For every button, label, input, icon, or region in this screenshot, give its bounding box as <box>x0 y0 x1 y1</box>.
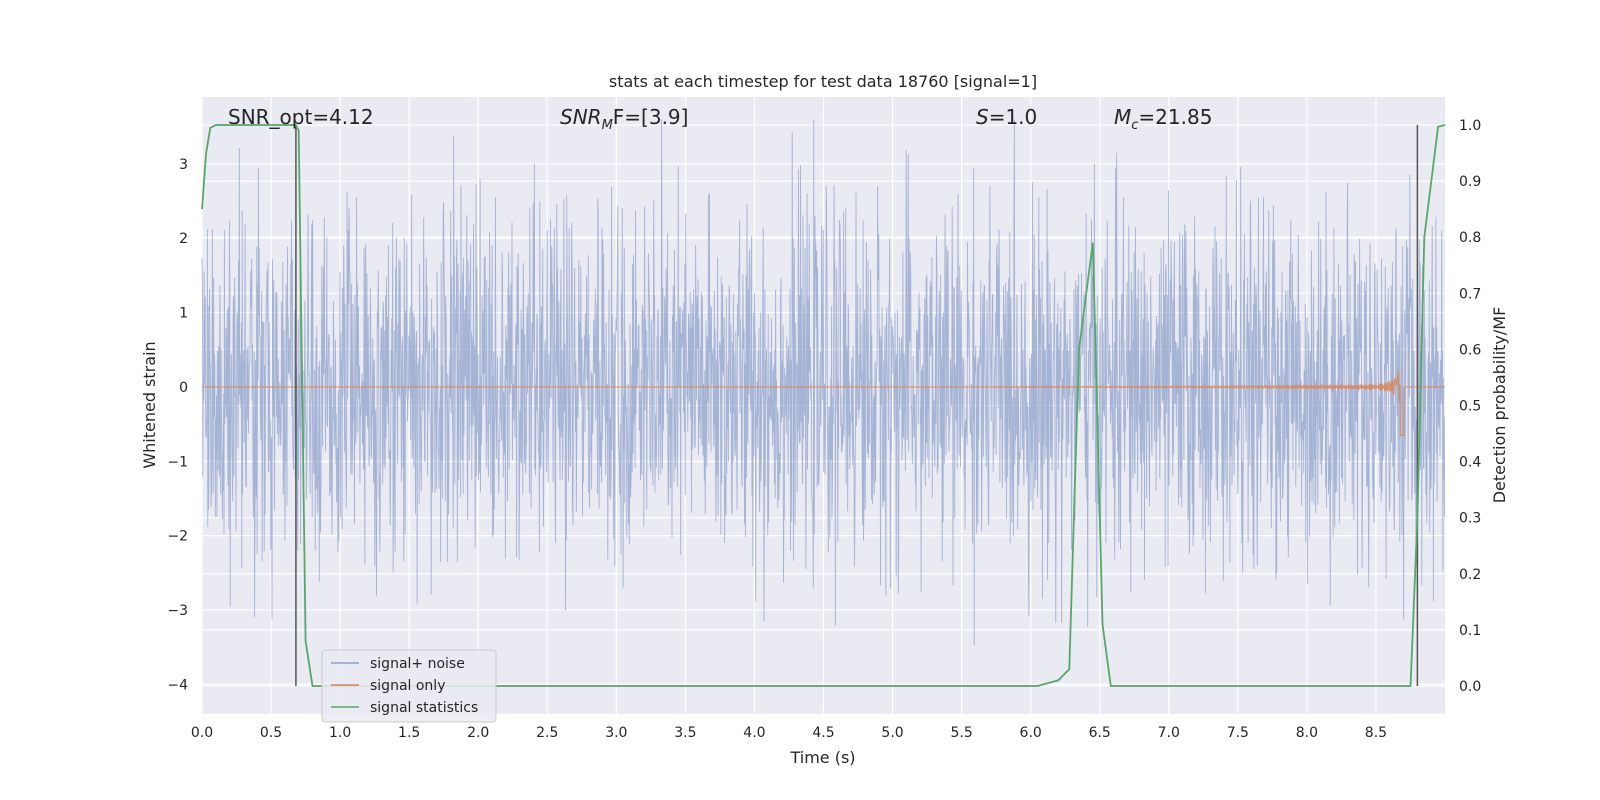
series-signal-only <box>202 369 1445 436</box>
annotation-snr-opt: SNR_opt=4.12 <box>228 105 374 129</box>
y-axis-label-right: Detection probability/MF <box>1490 307 1509 504</box>
x-tick-label: 7.5 <box>1227 725 1249 741</box>
y-left-tick-label: −4 <box>167 677 188 693</box>
x-tick-label: 3.5 <box>674 725 696 741</box>
annotation-mc: Mc=21.85 <box>1114 105 1212 133</box>
y-left-tick-label: 1 <box>179 306 188 322</box>
annotation-mc-base: M <box>1114 105 1131 129</box>
x-tick-label: 6.0 <box>1020 725 1042 741</box>
annotation-snr-mf-sub: M <box>602 118 613 133</box>
y-right-tick-label: 0.8 <box>1459 230 1481 246</box>
y-left-tick-label: 0 <box>179 380 188 396</box>
y-left-tick-labels: 3 2 1 0 −1 −2 −3 −4 <box>167 157 188 693</box>
y-left-tick-label: −2 <box>167 529 188 545</box>
series-signal-statistics <box>201 124 1446 687</box>
y-right-tick-label: 0.7 <box>1459 286 1481 302</box>
legend-label-signal-noise: signal+ noise <box>370 656 465 672</box>
x-tick-label: 1.5 <box>398 725 420 741</box>
x-tick-labels: 0.0 0.5 1.0 1.5 2.0 2.5 3.0 3.5 4.0 4.5 5.0 5.5 6.0 6… <box>191 725 1387 741</box>
y-right-tick-label: 0.0 <box>1459 679 1481 695</box>
annotation-snr-mf-rest: F=[3.9] <box>613 105 689 129</box>
x-tick-label: 2.5 <box>536 725 558 741</box>
annotation-s-rest: =1.0 <box>989 105 1038 129</box>
annotation-s-var: S <box>976 105 989 129</box>
y-left-tick-label: −1 <box>167 454 188 470</box>
annotation-mc-sub: c <box>1131 118 1138 133</box>
x-tick-label: 5.0 <box>881 725 903 741</box>
y-right-tick-label: 0.1 <box>1459 623 1481 639</box>
y-right-tick-labels: 1.0 0.9 0.8 0.7 0.6 0.5 0.4 0.3 0.2 0.1 0.0 <box>1459 118 1481 695</box>
x-tick-label: 8.5 <box>1365 725 1387 741</box>
y-right-tick-label: 0.4 <box>1459 455 1481 471</box>
chart-title: stats at each timestep for test data 187… <box>609 72 1037 91</box>
x-tick-label: 0.0 <box>191 725 213 741</box>
x-axis-label: Time (s) <box>789 748 855 767</box>
x-tick-label: 7.0 <box>1158 725 1180 741</box>
y-right-tick-label: 0.9 <box>1459 174 1481 190</box>
x-tick-label: 4.0 <box>743 725 765 741</box>
series-signal-noise <box>201 119 1446 646</box>
x-tick-label: 8.0 <box>1296 725 1318 741</box>
y-right-tick-label: 0.2 <box>1459 567 1481 583</box>
x-tick-label: 1.0 <box>329 725 351 741</box>
legend: signal+ noise signal only signal statist… <box>321 649 497 723</box>
annotation-snr-mf-base: SNR <box>560 105 602 129</box>
x-tick-label: 2.0 <box>467 725 489 741</box>
y-right-tick-label: 0.6 <box>1459 342 1481 358</box>
y-left-tick-label: 3 <box>179 157 188 173</box>
x-tick-label: 3.0 <box>605 725 627 741</box>
x-tick-label: 4.5 <box>812 725 834 741</box>
y-axis-label-left: Whitened strain <box>140 341 159 468</box>
y-right-tick-label: 1.0 <box>1459 118 1481 134</box>
x-tick-label: 6.5 <box>1089 725 1111 741</box>
legend-label-signal-statistics: signal statistics <box>370 700 478 716</box>
x-tick-label: 5.5 <box>950 725 972 741</box>
y-right-tick-label: 0.3 <box>1459 511 1481 527</box>
annotation-mc-rest: =21.85 <box>1138 105 1212 129</box>
legend-label-signal-only: signal only <box>370 678 445 694</box>
annotation-snr-mf: SNRMF=[3.9] <box>560 105 688 133</box>
legend-box <box>321 649 497 723</box>
y-left-tick-label: −3 <box>167 603 188 619</box>
annotation-s: S=1.0 <box>976 105 1037 129</box>
x-tick-label: 0.5 <box>260 725 282 741</box>
data-layer <box>201 119 1446 687</box>
y-right-tick-label: 0.5 <box>1459 399 1481 415</box>
y-left-tick-label: 2 <box>179 231 188 247</box>
